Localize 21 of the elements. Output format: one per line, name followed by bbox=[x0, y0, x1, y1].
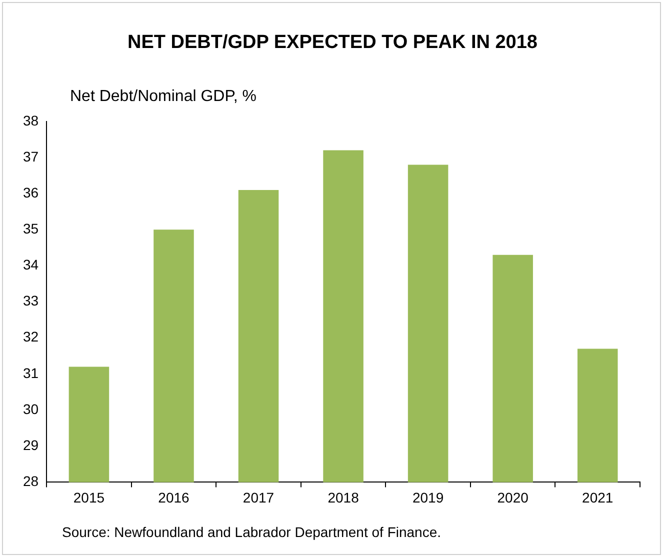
y-tick-label: 30 bbox=[22, 400, 39, 417]
x-tick-label: 2016 bbox=[158, 489, 190, 506]
x-tick-label: 2017 bbox=[242, 489, 274, 506]
x-tick-label: 2015 bbox=[73, 489, 105, 506]
y-tick-label: 38 bbox=[22, 112, 39, 128]
source-note: Source: Newfoundland and Labrador Department of Finance. bbox=[62, 524, 442, 540]
y-tick-label: 35 bbox=[22, 220, 39, 236]
y-tick-label: 33 bbox=[22, 292, 39, 309]
y-axis-title: Net Debt/Nominal GDP, % bbox=[70, 88, 256, 106]
y-tick-label: 32 bbox=[22, 328, 39, 345]
x-tick-label: 2019 bbox=[412, 489, 444, 506]
chart-title: NET DEBT/GDP EXPECTED TO PEAK IN 2018 bbox=[126, 32, 538, 54]
y-tick-label: 28 bbox=[22, 473, 39, 490]
y-tick-label: 37 bbox=[22, 148, 39, 164]
y-tick-label: 31 bbox=[22, 364, 39, 381]
y-tick-label: 34 bbox=[22, 256, 39, 273]
x-tick-label: 2021 bbox=[582, 489, 614, 506]
y-tick-label: 36 bbox=[22, 184, 39, 200]
x-tick-label: 2020 bbox=[497, 489, 529, 506]
y-tick-label: 29 bbox=[22, 436, 39, 453]
x-tick-label: 2018 bbox=[328, 489, 360, 506]
